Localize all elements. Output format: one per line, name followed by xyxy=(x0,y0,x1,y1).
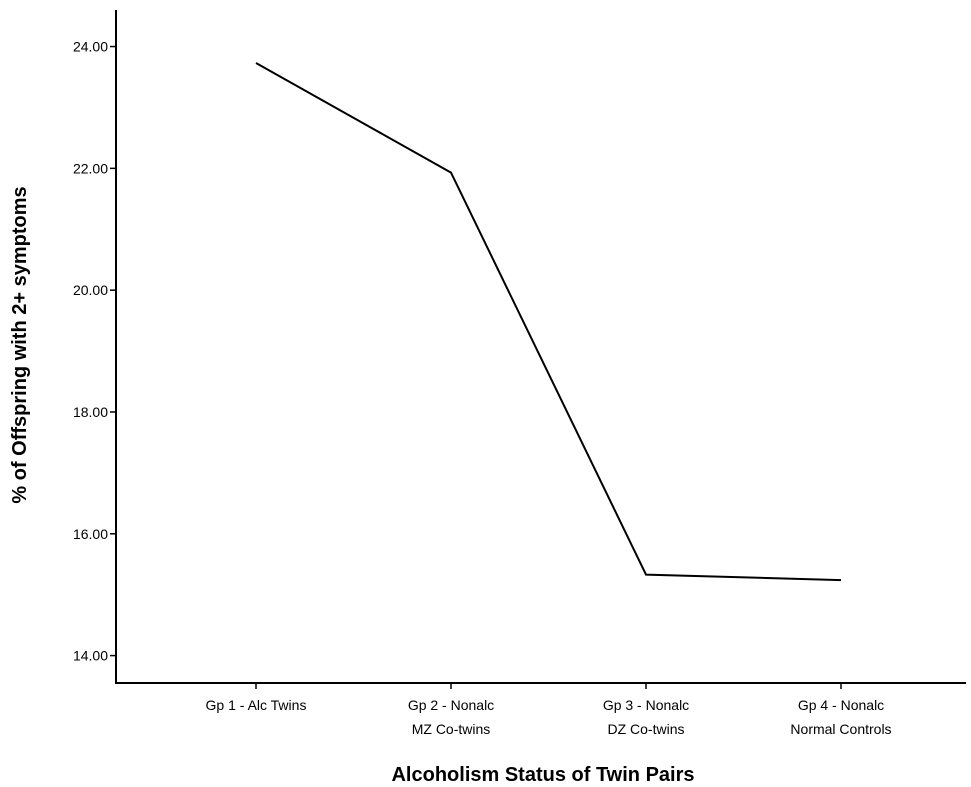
y-tick-label: 22.00 xyxy=(73,160,108,176)
chart-axes xyxy=(115,10,966,684)
x-axis-title: Alcoholism Status of Twin Pairs xyxy=(391,764,694,786)
x-tick-label: Gp 2 - Nonalc xyxy=(408,697,494,713)
y-tick-label: 16.00 xyxy=(73,526,108,542)
x-axis-ticks: Gp 1 - Alc Twins Gp 2 - Nonalc MZ Co-twins… xyxy=(206,683,892,737)
x-tick-label: MZ Co-twins xyxy=(412,721,491,737)
y-tick-label: 14.00 xyxy=(73,648,108,664)
x-tick-label: DZ Co-twins xyxy=(607,721,684,737)
x-tick-label: Gp 3 - Nonalc xyxy=(603,697,689,713)
y-tick-label: 24.00 xyxy=(73,39,108,55)
x-tick-label: Normal Controls xyxy=(790,721,891,737)
y-tick-label: 18.00 xyxy=(73,404,108,420)
y-tick-label: 20.00 xyxy=(73,282,108,298)
x-tick-label: Gp 1 - Alc Twins xyxy=(206,697,307,713)
y-axis-title: % of Offspring with 2+ symptoms xyxy=(9,186,31,503)
x-tick-label: Gp 4 - Nonalc xyxy=(798,697,884,713)
y-axis-ticks: 14.00 16.00 18.00 20.00 22.00 24.00 xyxy=(73,39,116,664)
series-line xyxy=(255,62,842,582)
series-layer xyxy=(255,62,842,582)
